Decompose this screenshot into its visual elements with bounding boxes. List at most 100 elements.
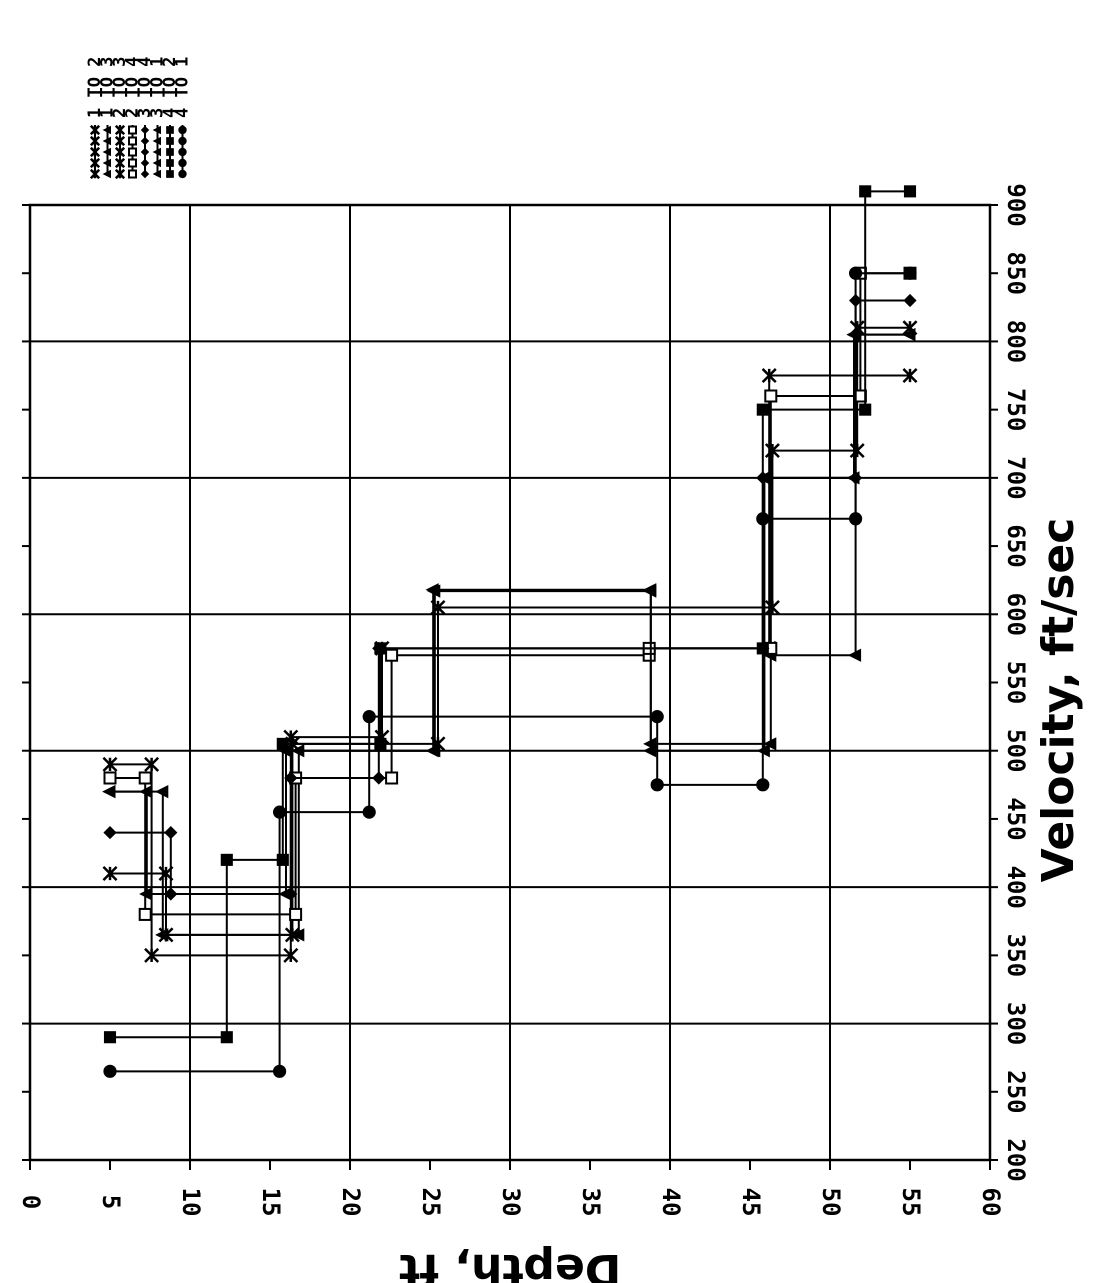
- legend-marker: [140, 125, 150, 135]
- legend-label: 4 TO 1: [173, 57, 193, 118]
- legend-marker: [114, 124, 126, 136]
- legend-entry-5: 3 TO 4: [135, 57, 155, 179]
- data-point: [374, 737, 387, 750]
- data-point: [103, 1064, 117, 1078]
- velocity-tick-label: 550: [1002, 661, 1030, 704]
- data-point: [289, 907, 303, 921]
- data-point: [849, 266, 863, 280]
- legend-marker: [166, 170, 174, 178]
- data-point: [764, 443, 780, 459]
- series-line: [110, 272, 910, 916]
- data-point: [164, 825, 178, 840]
- depth-tick-label: 35: [577, 1188, 605, 1217]
- legend-marker: [102, 125, 111, 135]
- data-point: [903, 185, 917, 198]
- legend-marker: [114, 135, 126, 147]
- series-line: [110, 326, 910, 936]
- depth-tick-label: 25: [417, 1188, 445, 1217]
- legend-marker: [89, 124, 101, 136]
- data-point: [903, 266, 917, 280]
- legend-marker: [140, 136, 150, 146]
- data-point: [374, 642, 387, 655]
- data-point: [220, 853, 233, 866]
- legend-label: 3 TO 4: [135, 57, 155, 118]
- depth-tick-label: 40: [657, 1188, 685, 1217]
- series-7: [103, 185, 917, 1044]
- legend-marker: [152, 136, 161, 146]
- data-point: [155, 785, 169, 799]
- series-line: [110, 374, 910, 957]
- data-point: [102, 785, 116, 799]
- data-point: [764, 389, 778, 403]
- data-point: [643, 744, 657, 758]
- depth-tick-label: 30: [497, 1188, 525, 1217]
- depth-tick-label: 5: [97, 1195, 125, 1209]
- depth-tick-label: 15: [257, 1188, 285, 1217]
- legend-label: 4 TO 2: [160, 57, 180, 118]
- data-point: [372, 771, 386, 785]
- data-point: [761, 368, 777, 384]
- legend-marker: [178, 125, 187, 135]
- legend-marker: [102, 169, 111, 179]
- velocity-tick-label: 350: [1002, 934, 1030, 977]
- legend-marker: [114, 157, 126, 169]
- legend-label: 3 TO 1: [148, 57, 168, 118]
- legend-marker: [178, 147, 187, 157]
- legend-entry-1: 1 TO 2: [85, 57, 105, 180]
- data-point: [385, 771, 399, 785]
- data-point: [764, 599, 780, 615]
- data-point: [276, 737, 289, 750]
- legend-label: 2 TO 3: [110, 57, 130, 118]
- data-point: [849, 512, 863, 526]
- velocity-tick-label: 700: [1002, 456, 1030, 499]
- legend-marker: [128, 169, 137, 179]
- legend-entry-8: 4 TO 1: [173, 57, 193, 179]
- data-point: [763, 737, 777, 751]
- data-point: [103, 771, 117, 785]
- axes: [22, 203, 998, 1170]
- legend-marker: [178, 136, 187, 146]
- velocity-tick-labels: 200 250 300 350 400 450 500 550 600 650 700 750 800 8…: [1002, 183, 1030, 1181]
- legend: 1 TO 21 TO 32 TO 32 TO 43 TO 43 TO 14 TO…: [85, 57, 193, 180]
- depth-tick-labels: 0 5 10 15 20 25 30 35 40 45 50 55 60: [17, 1188, 1005, 1217]
- data-point: [756, 512, 770, 526]
- velocity-tick-label: 300: [1002, 1002, 1030, 1045]
- velocity-tick-label: 800: [1002, 320, 1030, 363]
- data-point: [284, 771, 298, 785]
- data-point: [756, 778, 770, 792]
- legend-marker: [152, 125, 161, 135]
- legend-marker: [140, 158, 150, 168]
- data-point: [650, 778, 664, 792]
- data-point: [273, 805, 287, 819]
- legend-marker: [140, 147, 150, 157]
- legend-marker: [166, 159, 174, 167]
- data-point: [859, 403, 872, 416]
- data-point: [643, 584, 657, 598]
- data-point: [144, 947, 160, 963]
- data-point: [902, 368, 918, 384]
- velocity-tick-label: 450: [1002, 797, 1030, 840]
- depth-tick-label: 0: [17, 1195, 45, 1209]
- data-point: [158, 927, 174, 943]
- velocity-tick-label: 750: [1002, 388, 1030, 431]
- legend-marker: [89, 135, 101, 147]
- legend-label: 2 TO 4: [123, 57, 143, 118]
- data-point: [103, 1031, 117, 1044]
- legend-entry-4: 2 TO 4: [123, 57, 143, 179]
- data-point: [847, 648, 862, 662]
- data-point: [362, 710, 376, 724]
- series-line: [110, 190, 910, 1039]
- legend-marker: [89, 157, 101, 169]
- velocity-tick-label: 900: [1002, 183, 1030, 226]
- depth-tick-label: 55: [897, 1188, 925, 1217]
- legend-marker: [102, 136, 111, 146]
- data-point: [144, 756, 160, 772]
- data-point: [278, 887, 292, 901]
- legend-marker: [114, 146, 126, 158]
- legend-entry-7: 4 TO 2: [160, 57, 180, 178]
- legend-marker: [152, 147, 161, 157]
- legend-marker: [140, 169, 150, 179]
- data-point: [276, 853, 289, 866]
- depth-axis-title: Depth, ft: [399, 1244, 621, 1283]
